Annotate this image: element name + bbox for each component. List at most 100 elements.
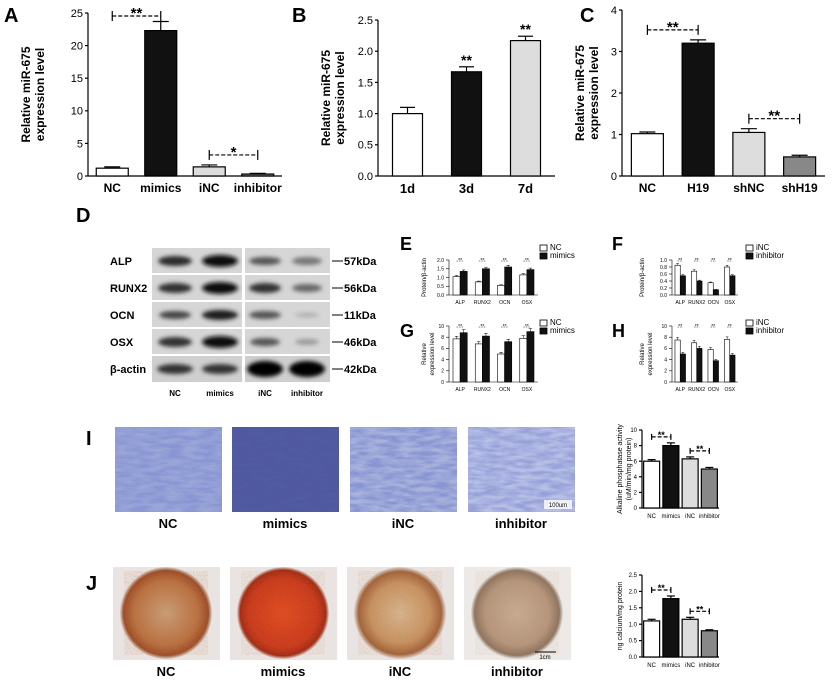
band-osx-inhibitor (295, 339, 319, 345)
x-tick-label: NC (104, 181, 122, 195)
scalebar-i-bg (544, 500, 572, 509)
caption-j-nc: NC (157, 664, 176, 679)
significance-label: ** (696, 604, 704, 614)
significance-label: ** (480, 258, 484, 264)
band-actin-inc (247, 361, 283, 377)
legend-label: NC (550, 318, 562, 327)
caption-i-inc: iNC (392, 516, 415, 531)
bar (643, 620, 661, 658)
x-tick-label: NC (639, 181, 657, 195)
bar (95, 167, 129, 177)
x-tick-label: NC (647, 663, 656, 669)
x-tick-label: RUNX2 (474, 300, 491, 306)
caption-j-mimics: mimics (261, 664, 306, 679)
y-tick-label: 2.0 (437, 258, 444, 264)
x-tick-label: OCN (708, 300, 720, 306)
bar (707, 349, 714, 383)
bar (144, 30, 178, 177)
band-ocn-inc (249, 311, 281, 319)
y-tick-label: 10 (438, 324, 444, 330)
significance-label: ** (696, 444, 704, 454)
significance-label: ** (711, 324, 715, 330)
significance-label: ** (520, 21, 531, 37)
blot-protein-label: RUNX2 (110, 283, 147, 295)
bar (450, 71, 483, 177)
significance-label: ** (458, 258, 462, 264)
y-tick-label: 8 (441, 335, 444, 341)
y-tick-label: 0.0 (437, 293, 444, 299)
bar (241, 173, 275, 177)
y-tick-label: 0 (611, 171, 617, 183)
blot-protein-label: OCN (110, 310, 135, 322)
bar (504, 266, 513, 296)
bar (679, 353, 686, 383)
legend-label: iNC (756, 318, 770, 327)
bar (729, 275, 736, 296)
y-axis-label: expression level (587, 46, 601, 139)
x-tick-label: shH19 (782, 181, 818, 195)
x-tick-label: OSX (522, 387, 533, 393)
x-tick-label: inhibitor (234, 181, 282, 195)
legend-swatch (539, 327, 548, 335)
y-axis-label: expression level (648, 332, 654, 375)
y-tick-label: 2.5 (629, 573, 638, 579)
bar (526, 331, 535, 383)
band-osx-inc (250, 338, 280, 346)
bar (662, 598, 680, 658)
y-tick-label: 4 (664, 357, 667, 363)
bar (482, 268, 490, 296)
significance-label: * (231, 144, 237, 161)
y-tick-label: 0.5 (358, 140, 373, 152)
panel-label-b: B (292, 5, 306, 27)
chart-f: 0.00.20.40.60.81.0 Protein/β-actin ALP RUNX… (640, 243, 784, 306)
band-alp-inhibitor (292, 257, 322, 265)
bar (681, 458, 699, 509)
legend-label: inhibitor (756, 251, 784, 260)
bar (712, 289, 719, 296)
panel-label-e: E (400, 234, 412, 254)
bar (519, 274, 528, 296)
bar (497, 285, 505, 296)
y-tick-label: 0 (441, 380, 444, 386)
x-tick-label: mimics (662, 663, 681, 669)
bar (691, 270, 698, 296)
legend-swatch (745, 327, 754, 335)
y-tick-label: 25 (71, 8, 83, 20)
x-tick-label: inhibitor (699, 514, 720, 520)
x-tick-label: inhibitor (699, 663, 720, 669)
western-blot: ALP RUNX2 OCN OSX β-actin 57kDa 56kDa 11kDa 46kD… (110, 248, 377, 398)
x-tick-label: RUNX2 (688, 387, 705, 393)
micrograph-inc (350, 427, 457, 512)
x-tick-label: ALP (455, 387, 465, 393)
significance-label: ** (768, 108, 780, 125)
significance-label: ** (678, 324, 682, 330)
y-tick-label: 0.8 (660, 265, 667, 271)
bar (474, 343, 483, 383)
bar (526, 269, 535, 296)
blot-size-label: 11kDa (344, 310, 377, 322)
y-tick-label: 0.0 (660, 293, 667, 299)
band-osx-mimics (202, 336, 238, 348)
blot-protein-label: OSX (110, 337, 134, 349)
blot-lane-label: mimics (206, 389, 234, 398)
x-tick-label: mimics (140, 181, 182, 195)
significance-label: ** (503, 258, 507, 264)
y-tick-label: 2 (441, 369, 444, 375)
x-tick-label: iNC (685, 663, 696, 669)
y-tick-label: 1 (611, 129, 617, 141)
bar (681, 42, 715, 177)
x-tick-label: iNC (685, 514, 696, 520)
x-tick-label: H19 (687, 181, 709, 195)
y-tick-label: 0 (634, 506, 638, 512)
significance-label: ** (658, 583, 666, 593)
y-tick-label: 1.0 (660, 258, 667, 264)
bar (729, 354, 736, 383)
bar (681, 618, 699, 658)
band-alp-nc (158, 256, 192, 266)
bar (482, 335, 490, 383)
significance-label: ** (131, 5, 143, 22)
y-tick-label: 0.6 (660, 272, 667, 278)
y-axis-label: Relative miR-675 (319, 50, 333, 146)
